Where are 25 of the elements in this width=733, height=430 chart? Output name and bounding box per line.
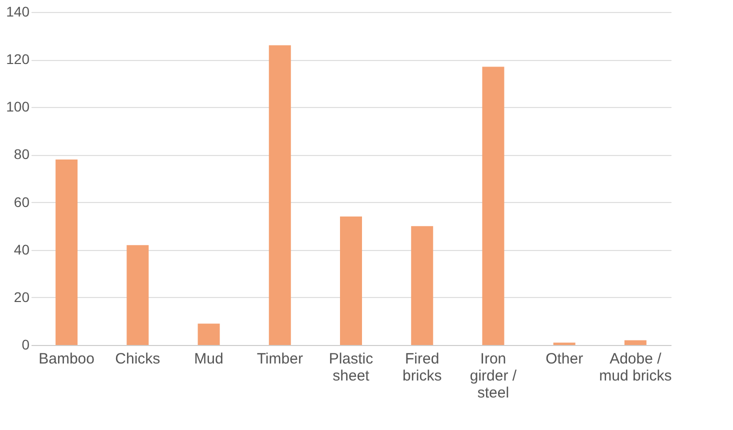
x-tick-label: Adobe / mud bricks xyxy=(599,350,672,384)
y-tick-label: 0 xyxy=(22,336,30,352)
bar xyxy=(126,245,149,345)
bar xyxy=(268,45,291,345)
bar xyxy=(624,340,646,345)
bar xyxy=(482,66,504,345)
bar xyxy=(56,159,78,345)
x-tick-label: Chicks xyxy=(115,350,160,368)
bar xyxy=(198,324,220,345)
y-tick-label: 100 xyxy=(6,98,30,115)
y-tick-label: 60 xyxy=(14,194,30,210)
y-tick-label: 140 xyxy=(6,4,30,20)
x-tick-label: Bamboo xyxy=(38,350,94,368)
y-tick-label: 20 xyxy=(14,288,30,305)
x-tick-label: Other xyxy=(546,350,584,368)
x-tick-label: Plastic sheet xyxy=(328,350,374,384)
y-tick-label: 120 xyxy=(6,51,30,68)
x-tick-label: Iron girder / steel xyxy=(470,350,518,402)
x-tick-label: Timber xyxy=(256,350,303,368)
x-tick-label: Mud xyxy=(194,350,224,368)
y-tick-label: 40 xyxy=(14,241,30,258)
x-tick-label: Fired bricks xyxy=(402,350,442,384)
y-tick-label: 80 xyxy=(14,146,30,162)
bar xyxy=(411,226,434,345)
bar xyxy=(340,216,362,345)
